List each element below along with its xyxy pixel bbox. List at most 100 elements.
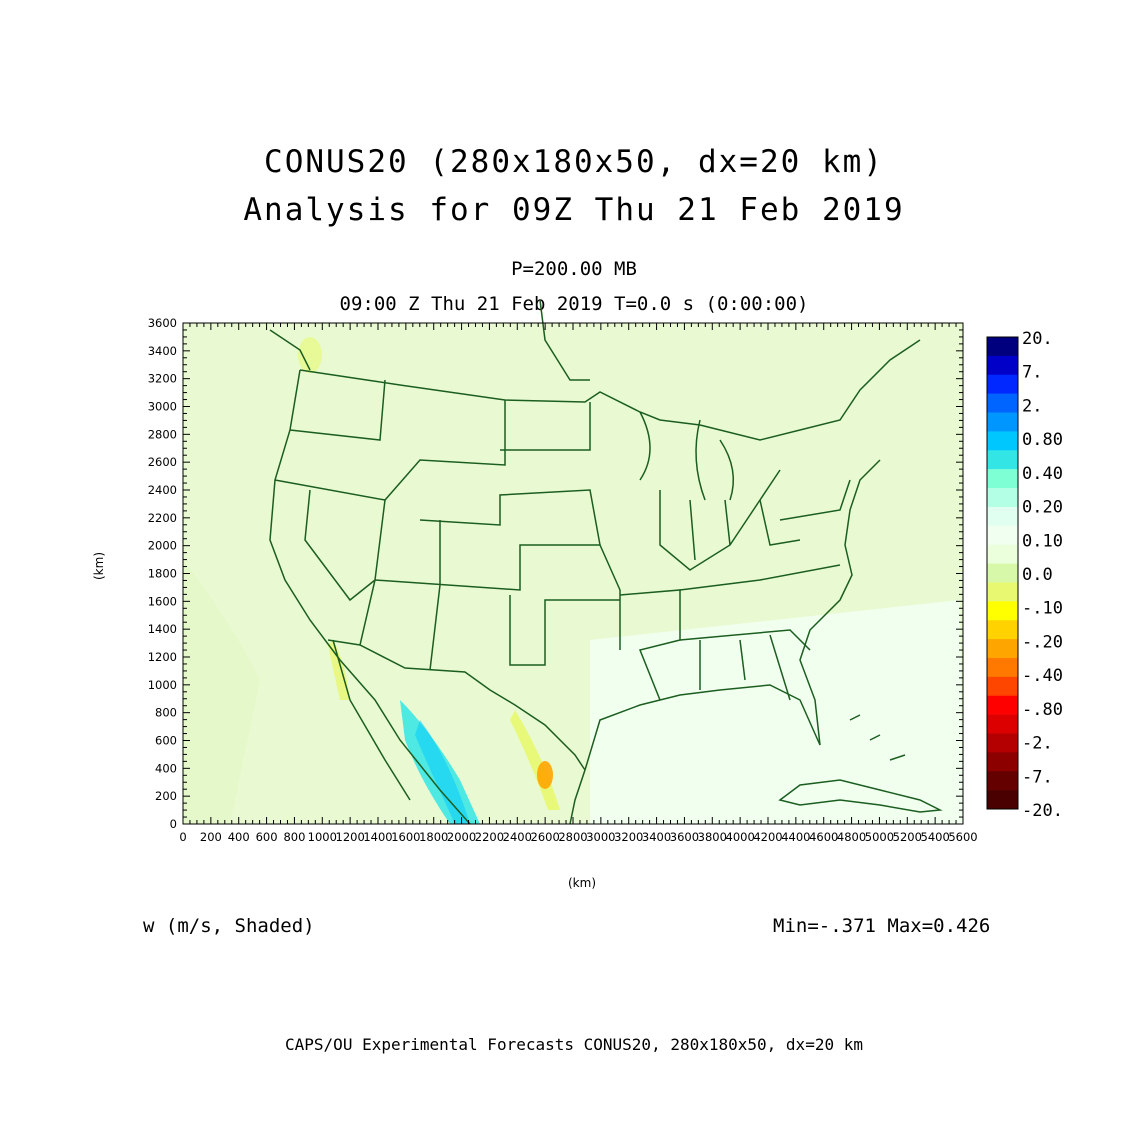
y-axis: 0 200 400 600 800 1000 1200 1400 1600 1800 2000 220… <box>148 316 963 831</box>
colorbar-label: 0.40 <box>1022 464 1063 484</box>
us-canada-border <box>299 369 701 426</box>
state-line-p <box>779 479 851 521</box>
y-tick-label: 3600 <box>148 316 177 330</box>
state-line-o <box>689 499 801 561</box>
colorbar-swatch <box>987 412 1018 432</box>
shade-baja <box>328 640 350 700</box>
y-tick-label: 1200 <box>148 650 177 664</box>
cuba <box>778 779 943 813</box>
shade-mexico-core <box>415 720 470 824</box>
colorbar-label: -.40 <box>1022 666 1063 686</box>
title-line2: Analysis for 09Z Thu 21 Feb 2019 <box>243 192 905 228</box>
x-tick-label: 3200 <box>614 830 643 844</box>
colorbar-swatch <box>987 695 1018 715</box>
great-lakes <box>695 419 735 501</box>
y-tick-label: 200 <box>155 789 177 803</box>
colorbar-swatch <box>987 525 1018 545</box>
bahamas <box>849 714 906 761</box>
colorbar-swatch <box>987 544 1018 564</box>
gulf-coast <box>584 684 821 771</box>
x-axis-label: (km) <box>568 876 597 890</box>
colorbar-swatch <box>987 355 1018 376</box>
colorbar-swatch <box>987 752 1018 772</box>
colorbar-swatch <box>987 601 1018 621</box>
lake-superior-shore <box>639 411 651 481</box>
colorbar-label: 0.10 <box>1022 531 1063 551</box>
y-tick-label: 600 <box>155 734 177 748</box>
west-coast <box>269 369 341 661</box>
state-line-a <box>289 379 386 441</box>
state-line-m <box>699 634 791 701</box>
colorbar-swatch <box>987 431 1018 451</box>
colorbar-label: -20. <box>1022 801 1063 821</box>
us-mexico-border <box>327 639 586 771</box>
x-tick-label: 4200 <box>753 830 782 844</box>
colorbar-swatch <box>987 450 1018 470</box>
x-tick-label: 2200 <box>475 830 504 844</box>
title-line1: CONUS20 (280x180x50, dx=20 km) <box>264 144 884 180</box>
canada-features <box>269 299 590 381</box>
colorbar-swatch <box>987 676 1018 697</box>
footer: CAPS/OU Experimental Forecasts CONUS20, … <box>285 1035 863 1054</box>
state-line-n <box>659 469 781 571</box>
state-line-g <box>419 489 601 546</box>
colorbar-label: -7. <box>1022 767 1053 787</box>
colorbar-label: 20. <box>1022 329 1053 349</box>
pressure-level: P=200.00 MB <box>511 258 637 280</box>
x-tick-label: 4400 <box>781 830 810 844</box>
colorbar-label: 7. <box>1022 363 1042 383</box>
colorbar-label: -.80 <box>1022 700 1063 720</box>
x-tick-label: 400 <box>228 830 250 844</box>
state-line-i <box>509 595 620 666</box>
field-label: w (m/s, Shaded) <box>143 915 315 937</box>
x-tick-label: 3000 <box>586 830 615 844</box>
x-tick-label: 800 <box>283 830 305 844</box>
baja <box>332 639 411 801</box>
y-tick-label: 3200 <box>148 372 177 386</box>
x-tick-label: 3800 <box>698 830 727 844</box>
y-tick-label: 800 <box>155 706 177 720</box>
state-line-k <box>679 564 841 591</box>
x-tick-label: 3400 <box>642 830 671 844</box>
state-line-h <box>500 402 591 451</box>
x-tick-label: 1200 <box>336 830 365 844</box>
x-tick-label: 2400 <box>503 830 532 844</box>
colorbar: 20. 7. 2. 0.80 0.40 0.20 0.10 0.0 -.10 -.20 -.40 -.… <box>986 329 1063 821</box>
colorbar-swatch <box>987 506 1018 527</box>
colorbar-label: -2. <box>1022 734 1053 754</box>
state-line-f <box>429 520 441 671</box>
colorbar-swatch <box>987 657 1018 678</box>
y-tick-label: 1600 <box>148 594 177 608</box>
colorbar-swatch <box>987 469 1018 489</box>
colorbar-label: -.10 <box>1022 599 1063 619</box>
y-tick-label: 0 <box>170 817 177 831</box>
colorbar-label: 0.20 <box>1022 498 1063 518</box>
state-line-l <box>679 629 811 651</box>
colorbar-swatch <box>987 582 1018 602</box>
state-line-b <box>274 400 506 501</box>
mexico-west-coast <box>339 659 471 825</box>
colorbar-swatch <box>987 374 1018 394</box>
boundaries <box>269 299 943 825</box>
mexico-gulf-coast <box>569 769 586 825</box>
x-tick-label: 1400 <box>363 830 392 844</box>
colorbar-swatch <box>987 714 1018 734</box>
x-tick-label: 4000 <box>726 830 755 844</box>
y-tick-label: 3000 <box>148 400 177 414</box>
shade-east <box>590 600 963 824</box>
x-axis: 0 200 400 600 800 100012001400160018002000220… <box>179 323 978 844</box>
colorbar-label: -.20 <box>1022 632 1063 652</box>
y-tick-label: 1000 <box>148 678 177 692</box>
x-tick-label: 600 <box>256 830 278 844</box>
colorbar-swatch <box>987 337 1018 357</box>
x-tick-label: 5400 <box>921 830 950 844</box>
x-tick-label: 5600 <box>948 830 977 844</box>
y-tick-label: 400 <box>155 761 177 775</box>
colorbar-label: 0.80 <box>1022 430 1063 450</box>
x-tick-label: 5000 <box>865 830 894 844</box>
y-tick-label: 2800 <box>148 427 177 441</box>
colorbar-swatch <box>987 620 1018 640</box>
shade-min <box>537 761 553 789</box>
x-tick-label: 2800 <box>558 830 587 844</box>
